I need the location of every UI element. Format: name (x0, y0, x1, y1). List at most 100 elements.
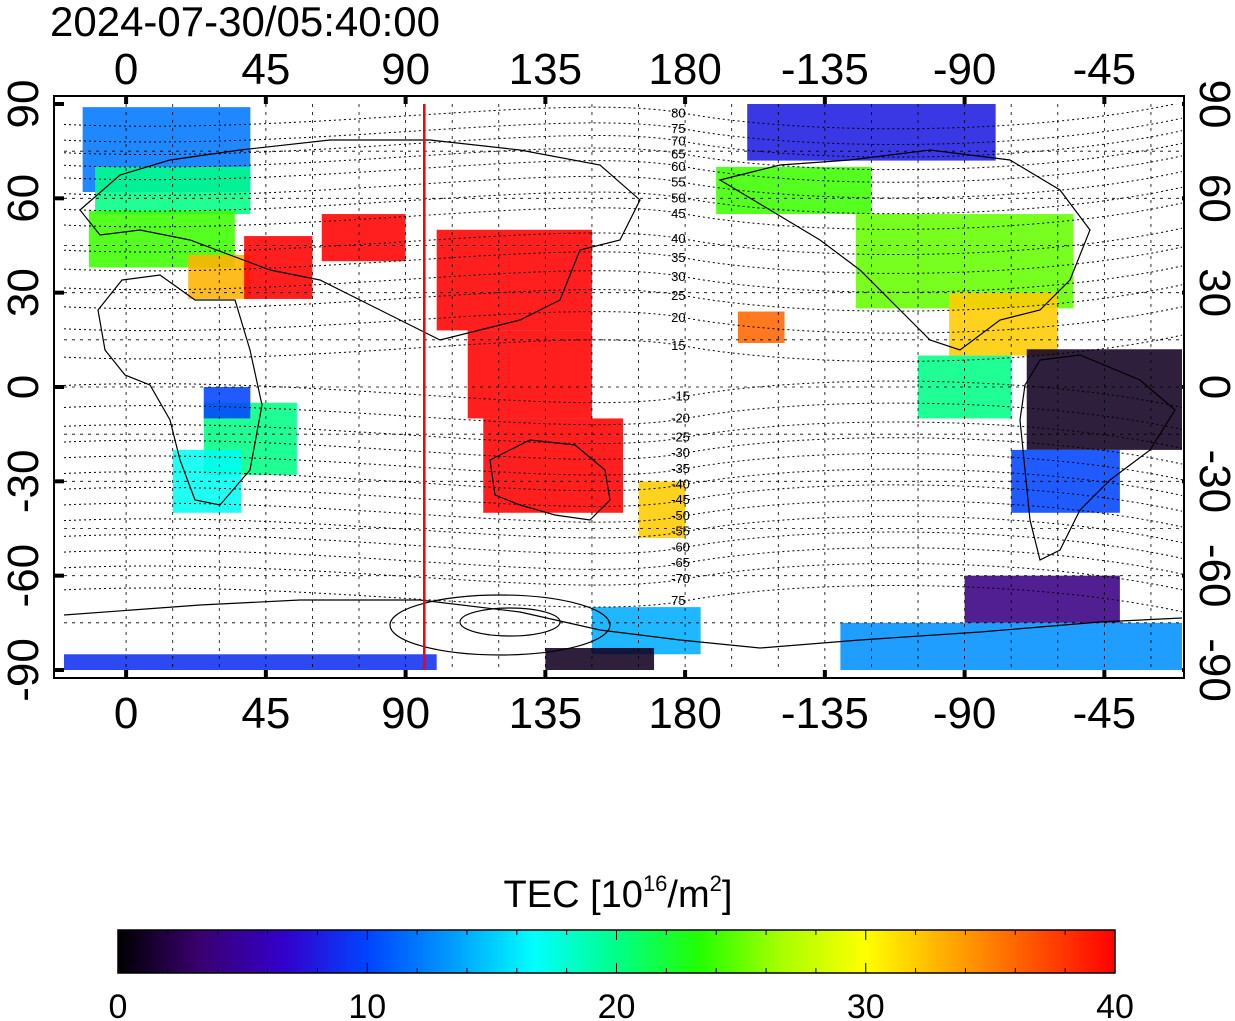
contour-label: 75 (671, 121, 685, 136)
y-tick-label-right: 90 (1190, 80, 1235, 129)
y-axis-right-labels: -90 -60 -30 0 30 60 90 (1190, 80, 1235, 702)
tec-patch (64, 654, 437, 670)
tec-patch (964, 575, 1120, 623)
y-tick-label-right: -60 (1190, 544, 1235, 608)
colorbar-ticks: 0 10 20 30 40 (109, 930, 1134, 1021)
tec-patch (172, 449, 242, 513)
contour-label: -65 (671, 555, 690, 570)
tec-region-hawaii (737, 311, 785, 343)
contour-label: -30 (671, 445, 690, 460)
y-tick-label-right: 0 (1190, 375, 1235, 399)
y-axis-left-labels: -90 -60 -30 0 30 60 90 (0, 80, 48, 702)
coastline-south-america (1019, 354, 1176, 561)
tec-patch (840, 622, 1182, 670)
coastline-australia (489, 439, 611, 521)
x-tick-label-top: 180 (648, 45, 721, 94)
contour-label: 55 (671, 175, 685, 190)
contour-label: 65 (671, 146, 685, 161)
contour-label: 20 (671, 310, 685, 325)
x-tick-label-top: -45 (1073, 45, 1137, 94)
tec-region-southern-africa (172, 449, 242, 513)
colorbar-tick-label: 10 (348, 988, 386, 1021)
x-tick-label-top: -90 (933, 45, 997, 94)
contour-polar-cap (459, 607, 561, 637)
tec-patch (436, 229, 592, 331)
tec-region-middle-east (244, 236, 313, 299)
contour-label: -40 (671, 476, 690, 491)
x-tick-label-top: 45 (241, 45, 290, 94)
tec-region-central-asia (321, 214, 406, 262)
y-tick-label-left: -90 (0, 638, 48, 702)
y-tick-label-right: 30 (1190, 268, 1235, 317)
contour-label: -50 (671, 508, 690, 523)
tec-region-northern-europe (95, 166, 251, 215)
coastline-eurasia (79, 139, 641, 341)
tec-patch (244, 236, 313, 299)
contour-label: 50 (671, 190, 685, 205)
y-tick-label-left: 90 (0, 80, 48, 129)
tec-region-drake-passage (964, 575, 1120, 623)
coastline-africa (97, 274, 263, 506)
x-axis-top-labels: 0 45 90 135 180 -135 -90 -45 (114, 45, 1136, 94)
colorbar-tick-label: 0 (109, 988, 128, 1021)
tec-region-antarctic-coast (64, 654, 437, 670)
y-tick-label-right: -90 (1190, 638, 1235, 702)
colorbar-tick-label: 30 (847, 988, 885, 1021)
contour-label: -20 (671, 410, 690, 425)
y-tick-label-left: -30 (0, 450, 48, 514)
y-tick-label-right: -30 (1190, 450, 1235, 514)
contour-label: 70 (671, 134, 685, 149)
x-tick-label-bottom: -45 (1073, 689, 1137, 738)
tec-region-mediterranean (188, 254, 251, 299)
contour-label: -25 (671, 429, 690, 444)
contour-label: -35 (671, 461, 690, 476)
contour-polar-ring (389, 594, 611, 656)
tec-patch (737, 311, 785, 343)
y-tick-label-left: 60 (0, 174, 48, 223)
x-tick-label-bottom: 180 (648, 689, 721, 738)
grid-lines (64, 104, 1182, 670)
tec-patch (638, 481, 686, 538)
chart-title: 2024-07-30/05:40:00 (50, 0, 440, 45)
contour-label: -60 (671, 539, 690, 554)
x-tick-label-top: 90 (381, 45, 430, 94)
contour-label: -15 (671, 388, 690, 403)
coastline-north-america (718, 149, 1091, 351)
tec-patch (321, 214, 406, 262)
colorbar-tick-label: 20 (598, 988, 636, 1021)
contour-label: -70 (671, 571, 690, 586)
colorbar-tick-label: 40 (1096, 988, 1134, 1021)
contour-label: 75 (671, 593, 685, 608)
x-axis-bottom-labels: 0 45 90 135 180 -135 -90 -45 (114, 689, 1136, 738)
contour-label: 15 (671, 338, 685, 353)
y-tick-label-left: -60 (0, 544, 48, 608)
x-tick-label-bottom: 90 (381, 689, 430, 738)
y-tick-label-right: 60 (1190, 174, 1235, 223)
border-ticks (54, 96, 1184, 678)
y-tick-label-left: 0 (0, 375, 48, 399)
tec-region-antarctic-peninsula (840, 622, 1182, 670)
x-tick-label-bottom: -90 (933, 689, 997, 738)
tec-patch (95, 166, 251, 215)
x-tick-label-top: 135 (509, 45, 582, 94)
tec-region-wilkes-land (545, 647, 655, 670)
contour-label: 30 (671, 269, 685, 284)
contour-label: 35 (671, 250, 685, 265)
tec-region-southeast-asia (467, 330, 592, 419)
contour-label: 80 (671, 105, 685, 120)
tec-region-east-asia (436, 229, 592, 331)
tec-patch (188, 254, 251, 299)
coastline-antarctica (64, 599, 1182, 649)
x-tick-label-top: 0 (114, 45, 138, 94)
x-tick-label-top: -135 (781, 45, 869, 94)
tec-region-equatorial-africa (203, 387, 251, 419)
contour-label: -45 (671, 492, 690, 507)
tec-heatmap (64, 104, 1182, 670)
tec-patch (467, 330, 592, 419)
x-tick-label-bottom: 135 (509, 689, 582, 738)
x-tick-label-bottom: -135 (781, 689, 869, 738)
contour-label: 60 (671, 159, 685, 174)
magnetic-latitude-labels: 8075706560555045403530252015-15-20-25-30… (671, 105, 690, 607)
coastlines (64, 139, 1182, 656)
